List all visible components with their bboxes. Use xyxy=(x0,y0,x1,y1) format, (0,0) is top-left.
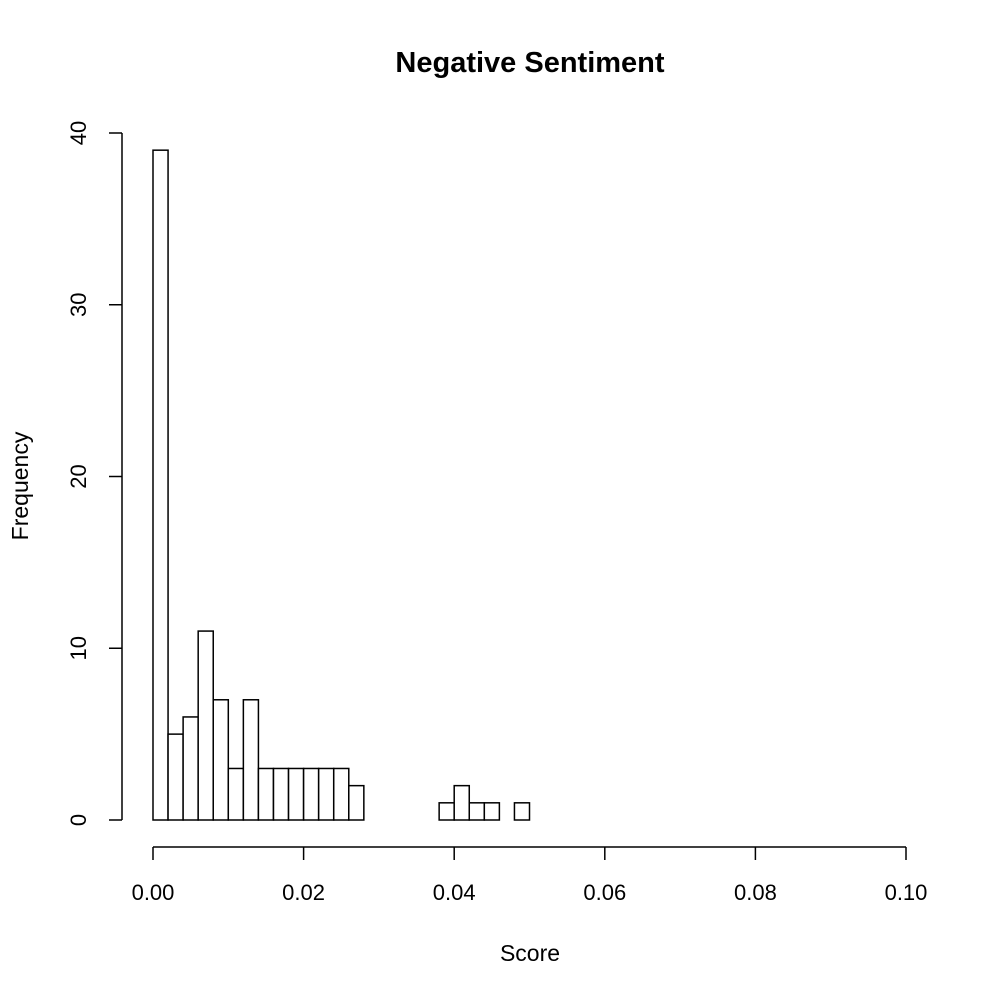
histogram-bar xyxy=(438,802,455,821)
histogram-bar xyxy=(212,699,230,821)
histogram-bar xyxy=(242,699,260,821)
histogram-bar xyxy=(182,716,199,821)
histogram-bar xyxy=(257,767,275,821)
histogram-bar xyxy=(317,767,335,821)
y-axis: 0 10 20 30 40 xyxy=(66,121,123,826)
histogram-bar xyxy=(287,767,305,821)
chart-title: Negative Sentiment xyxy=(395,47,664,79)
histogram-bar xyxy=(167,733,184,821)
histogram-bar xyxy=(152,149,169,821)
x-tick-label: 0.00 xyxy=(132,880,175,905)
histogram-bar xyxy=(468,802,486,821)
x-tick-label: 0.04 xyxy=(433,880,476,905)
x-tick-label: 0.02 xyxy=(282,880,325,905)
y-tick-label: 40 xyxy=(66,121,91,145)
histogram-bar xyxy=(227,767,245,821)
y-axis-label: Frequency xyxy=(7,431,33,540)
histogram-bar xyxy=(302,767,320,821)
histogram-bar xyxy=(197,630,214,821)
histogram-bar xyxy=(453,784,471,821)
histogram-bar xyxy=(513,802,531,821)
y-tick-label: 10 xyxy=(66,636,91,660)
histogram-bar xyxy=(332,767,350,821)
histogram-bar xyxy=(348,784,365,821)
x-tick-label: 0.10 xyxy=(885,880,928,905)
x-tick-label: 0.06 xyxy=(583,880,626,905)
histogram-bars xyxy=(152,149,531,821)
y-tick-label: 30 xyxy=(66,293,91,317)
histogram-bar xyxy=(483,802,501,821)
x-tick-label: 0.08 xyxy=(734,880,777,905)
histogram-bar xyxy=(272,767,290,821)
y-tick-label: 0 xyxy=(66,814,91,826)
x-axis: 0.00 0.02 0.04 0.06 0.08 0.10 xyxy=(132,846,928,905)
x-axis-label: Score xyxy=(500,940,560,966)
y-tick-label: 20 xyxy=(66,464,91,488)
